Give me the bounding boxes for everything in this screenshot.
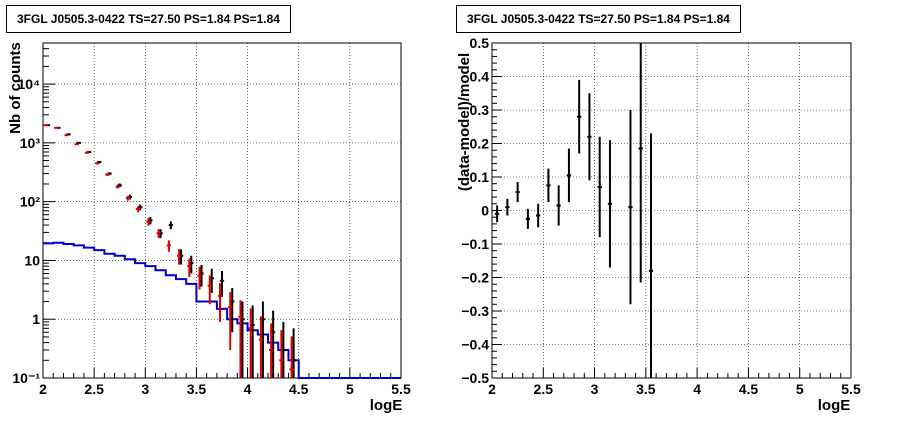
left-plot-frame — [42, 42, 402, 379]
left-x-tick-label: 3 — [141, 381, 149, 397]
left-x-tick-label: 5.5 — [391, 381, 411, 397]
left-x-axis-label: logE — [370, 397, 403, 414]
left-y-tick-label: 1 — [32, 311, 40, 327]
right-x-tick-label: 5.5 — [841, 381, 861, 397]
left-x-tick-label: 2 — [39, 381, 47, 397]
right-residual-group — [495, 43, 654, 378]
right-y-tick-label: 0.3 — [470, 102, 490, 118]
right-x-tick-label: 4 — [693, 381, 701, 397]
right-y-tick-label: 0.2 — [470, 136, 490, 152]
left-y-tick-label: 10⁴ — [18, 76, 41, 92]
right-y-tick-label: −0.4 — [461, 337, 489, 353]
right-x-tick-label: 3 — [591, 381, 599, 397]
left-y-tick-label: 10² — [20, 194, 41, 210]
right-y-tick-label: 0.1 — [470, 169, 490, 185]
right-y-tick-label: 0.4 — [470, 69, 490, 85]
left-x-tick-label: 3.5 — [187, 381, 207, 397]
right-y-tick-label: −0.2 — [461, 270, 489, 286]
right-plot-title: 3FGL J0505.3-0422 TS=27.50 PS=1.84 PS=1.… — [456, 5, 741, 33]
left-x-tick-label: 5 — [346, 381, 354, 397]
right-y-tick-label: −0.1 — [461, 236, 489, 252]
left-plot-title: 3FGL J0505.3-0422 TS=27.50 PS=1.84 PS=1.… — [6, 5, 291, 33]
left-x-tick-label: 4.5 — [289, 381, 309, 397]
right-y-tick-label: 0 — [481, 203, 489, 219]
right-plot-frame — [491, 42, 852, 379]
left-y-tick-label: 10 — [24, 252, 40, 268]
right-x-tick-label: 2.5 — [534, 381, 554, 397]
left-y-tick-label: 10³ — [20, 135, 41, 151]
left-x-tick-label: 4 — [244, 381, 252, 397]
right-x-tick-label: 3.5 — [636, 381, 656, 397]
right-x-tick-label: 5 — [796, 381, 804, 397]
right-x-tick-label: 2 — [488, 381, 496, 397]
right-x-tick-label: 4.5 — [739, 381, 759, 397]
right-y-tick-label: −0.5 — [461, 370, 489, 386]
right-y-tick-label: 0.5 — [470, 35, 490, 51]
right-x-axis-label: logE — [818, 397, 851, 414]
left-x-tick-label: 2.5 — [84, 381, 104, 397]
left-blue-component-line — [43, 241, 401, 379]
left-y-tick-label: 10⁻¹ — [12, 370, 40, 386]
left-y-axis-label: Nb of counts — [7, 42, 24, 134]
right-y-tick-label: −0.3 — [461, 303, 489, 319]
right-y-axis-label: (data-model)/model — [456, 53, 473, 191]
